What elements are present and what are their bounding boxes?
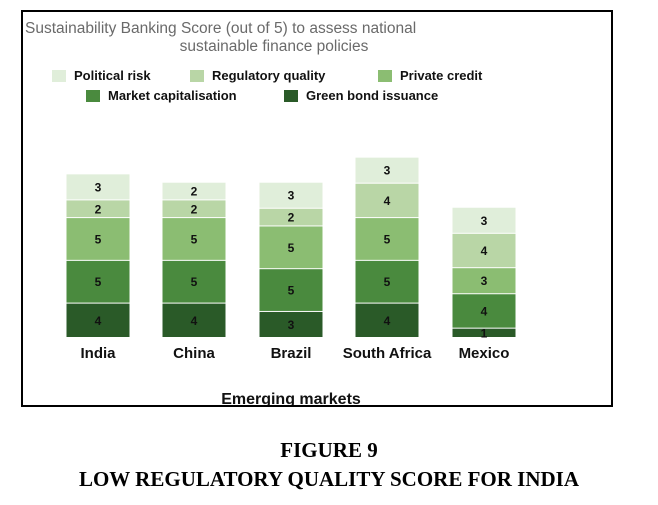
- data-label-china-green-bond-issuance: 4: [191, 314, 198, 328]
- bar-mexico-political-risk: [452, 207, 516, 233]
- legend-swatch-private-credit: [378, 70, 392, 82]
- chart-frame: Sustainability Banking Score (out of 5) …: [21, 10, 613, 407]
- bar-brazil-regulatory-quality: [259, 208, 323, 226]
- x-tick-label-mexico: Mexico: [459, 345, 510, 362]
- x-tick-label-brazil: Brazil: [271, 345, 312, 362]
- bar-mexico-green-bond-issuance: [452, 328, 516, 337]
- figure-number: FIGURE 9: [280, 438, 378, 462]
- data-label-mexico-green-bond-issuance: 1: [481, 326, 488, 340]
- x-tick-label-india: India: [80, 345, 116, 362]
- bar-china-regulatory-quality: [162, 200, 226, 218]
- data-label-brazil-green-bond-issuance: 3: [288, 318, 295, 332]
- bar-brazil-private-credit: [259, 226, 323, 269]
- bar-brazil-green-bond-issuance: [259, 311, 323, 337]
- data-label-mexico-regulatory-quality: 4: [481, 244, 488, 258]
- legend-label-green-bond-issuance: Green bond issuance: [306, 88, 438, 103]
- data-label-india-political-risk: 3: [95, 180, 102, 194]
- data-label-brazil-regulatory-quality: 2: [288, 211, 295, 225]
- data-label-china-political-risk: 2: [191, 185, 198, 199]
- data-label-india-private-credit: 5: [95, 232, 102, 246]
- data-label-south-africa-regulatory-quality: 4: [384, 194, 391, 208]
- legend-swatch-green-bond-issuance: [284, 90, 298, 102]
- data-label-mexico-market-capitalisation: 4: [481, 304, 488, 318]
- bar-mexico-private-credit: [452, 268, 516, 294]
- legend-label-regulatory-quality: Regulatory quality: [212, 68, 326, 83]
- bar-mexico-regulatory-quality: [452, 233, 516, 268]
- bar-china-market-capitalisation: [162, 260, 226, 303]
- bar-india-regulatory-quality: [66, 200, 130, 218]
- data-label-south-africa-political-risk: 3: [384, 164, 391, 178]
- data-label-china-market-capitalisation: 5: [191, 275, 198, 289]
- data-label-brazil-private-credit: 5: [288, 241, 295, 255]
- figure-caption: LOW REGULATORY QUALITY SCORE FOR INDIA: [78, 467, 580, 491]
- bar-brazil-market-capitalisation: [259, 269, 323, 311]
- x-tick-label-south-africa: South Africa: [343, 345, 432, 362]
- data-label-south-africa-market-capitalisation: 5: [384, 275, 391, 289]
- bar-china-green-bond-issuance: [162, 303, 226, 337]
- data-label-india-green-bond-issuance: 4: [95, 314, 102, 328]
- legend-label-political-risk: Political risk: [74, 68, 151, 83]
- x-axis-label: Emerging markets: [221, 391, 361, 405]
- bar-india-market-capitalisation: [66, 260, 130, 303]
- bar-india-green-bond-issuance: [66, 303, 130, 337]
- data-label-brazil-political-risk: 3: [288, 189, 295, 203]
- data-label-mexico-private-credit: 3: [481, 274, 488, 288]
- data-label-south-africa-green-bond-issuance: 4: [384, 314, 391, 328]
- legend-label-market-capitalisation: Market capitalisation: [108, 88, 237, 103]
- x-tick-label-china: China: [173, 345, 215, 362]
- bar-india-private-credit: [66, 218, 130, 260]
- data-label-india-regulatory-quality: 2: [95, 202, 102, 216]
- legend-label-private-credit: Private credit: [400, 68, 483, 83]
- bar-south-africa-green-bond-issuance: [355, 303, 419, 337]
- data-label-india-market-capitalisation: 5: [95, 275, 102, 289]
- bar-south-africa-regulatory-quality: [355, 183, 419, 218]
- legend-swatch-regulatory-quality: [190, 70, 204, 82]
- bar-china-political-risk: [162, 182, 226, 200]
- data-label-china-regulatory-quality: 2: [191, 202, 198, 216]
- bar-brazil-political-risk: [259, 182, 323, 208]
- stacked-bar-chart: Sustainability Banking Score (out of 5) …: [25, 20, 516, 405]
- data-label-mexico-political-risk: 3: [481, 214, 488, 228]
- chart-title-line-2: sustainable finance policies: [180, 38, 369, 55]
- bar-india-political-risk: [66, 174, 130, 200]
- bar-south-africa-market-capitalisation: [355, 260, 419, 303]
- data-label-china-private-credit: 5: [191, 232, 198, 246]
- legend-swatch-market-capitalisation: [86, 90, 100, 102]
- bar-mexico-market-capitalisation: [452, 294, 516, 328]
- legend-swatch-political-risk: [52, 70, 66, 82]
- bar-south-africa-private-credit: [355, 218, 419, 260]
- chart-title-line-1: Sustainability Banking Score (out of 5) …: [25, 20, 416, 37]
- data-label-south-africa-private-credit: 5: [384, 232, 391, 246]
- bar-china-private-credit: [162, 218, 226, 260]
- data-label-brazil-market-capitalisation: 5: [288, 284, 295, 298]
- bar-south-africa-political-risk: [355, 157, 419, 183]
